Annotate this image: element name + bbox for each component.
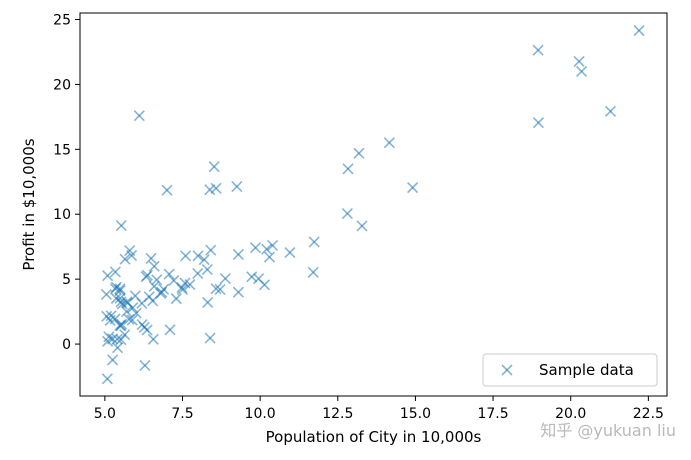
data-point (116, 221, 126, 231)
x-axis-label: Population of City in 10,000s (266, 428, 482, 446)
x-tick-label: 22.5 (633, 406, 664, 422)
y-tick-label: 0 (62, 337, 71, 353)
data-point (254, 274, 264, 284)
data-point (205, 333, 215, 343)
data-point (108, 355, 118, 365)
data-point (354, 148, 364, 158)
data-point (130, 291, 140, 301)
y-tick-label: 5 (62, 272, 71, 288)
data-point (202, 265, 212, 275)
legend: Sample data (483, 354, 657, 386)
x-tick-label: 7.5 (171, 406, 193, 422)
data-point (115, 284, 125, 294)
data-point (262, 244, 272, 254)
x-tick-label: 10.0 (245, 406, 276, 422)
data-point (113, 343, 123, 353)
data-point (209, 162, 219, 172)
data-point (285, 248, 295, 258)
data-point (156, 288, 166, 298)
data-point (634, 26, 644, 36)
y-tick-label: 25 (53, 12, 71, 28)
data-point (162, 185, 172, 195)
scatter-chart: 5.0 7.5 10.0 12.5 15.0 17.5 20.0 22.5 0 5 10 15 20 2… (0, 0, 691, 460)
data-point (250, 243, 260, 253)
data-point (232, 182, 242, 192)
data-point (148, 334, 158, 344)
y-tick-label: 10 (53, 207, 71, 223)
data-point (171, 294, 181, 304)
y-axis-label: Profit in $10,000s (20, 138, 38, 270)
data-point (268, 240, 278, 250)
data-point (384, 138, 394, 148)
data-point (408, 183, 418, 193)
data-points (101, 26, 644, 384)
data-point (233, 287, 243, 297)
data-point (247, 272, 257, 282)
data-point (264, 252, 274, 262)
data-point (140, 360, 150, 370)
data-point (137, 320, 147, 330)
x-tick-label: 20.0 (555, 406, 586, 422)
data-point (357, 221, 367, 231)
data-point (181, 251, 191, 261)
data-point (164, 269, 174, 279)
data-point (134, 111, 144, 121)
data-point (309, 237, 319, 247)
data-point (193, 251, 203, 261)
data-point (533, 118, 543, 128)
x-tick-label: 17.5 (477, 406, 508, 422)
data-point (343, 164, 353, 174)
data-point (102, 374, 112, 384)
legend-label: Sample data (539, 361, 634, 379)
data-point (574, 56, 584, 66)
data-point (199, 255, 209, 265)
data-point (169, 276, 179, 286)
y-tick-label: 15 (53, 142, 71, 158)
data-point (577, 66, 587, 76)
data-point (533, 45, 543, 55)
data-point (146, 253, 156, 263)
data-point (220, 274, 230, 284)
x-tick-label: 12.5 (322, 406, 353, 422)
y-tick-label: 20 (53, 77, 71, 93)
data-point (193, 268, 203, 278)
y-axis-ticks: 0 5 10 15 20 25 (53, 12, 80, 353)
data-point (101, 289, 111, 299)
data-point (149, 261, 159, 271)
data-point (233, 249, 243, 259)
plot-area (80, 13, 667, 396)
watermark: 知乎 @yukuan liu (540, 421, 676, 440)
x-tick-label: 5.0 (94, 406, 116, 422)
x-axis-ticks: 5.0 7.5 10.0 12.5 15.0 17.5 20.0 22.5 (94, 396, 664, 422)
axes-frame (80, 13, 667, 396)
data-point (165, 325, 175, 335)
data-point (206, 245, 216, 255)
data-point (342, 209, 352, 219)
data-point (605, 106, 615, 116)
data-point (203, 297, 213, 307)
data-point (308, 267, 318, 277)
x-tick-label: 15.0 (400, 406, 431, 422)
data-point (211, 183, 221, 193)
